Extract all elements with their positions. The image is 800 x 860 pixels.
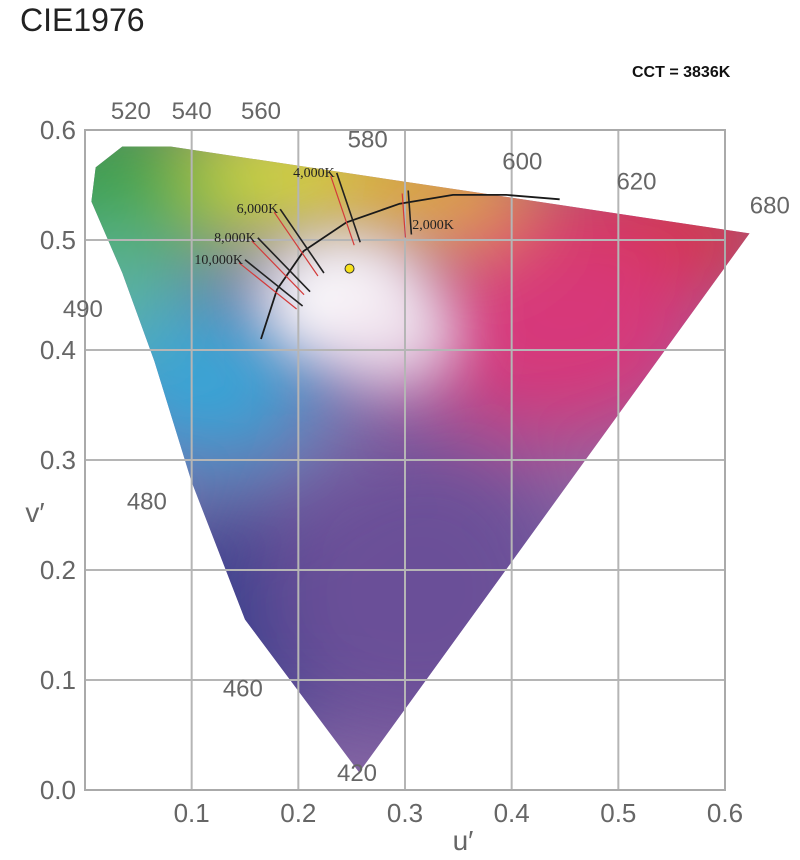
x-tick-label: 0.6: [707, 798, 743, 828]
x-axis-label: u′: [453, 825, 474, 856]
x-axis-ticks: 0.1 0.2 0.3 0.4 0.5 0.6: [174, 798, 743, 828]
isotherm-label: 4,000K: [293, 166, 335, 181]
isotherm-line: [244, 259, 304, 307]
isotherm-label: 8,000K: [214, 231, 256, 246]
x-tick-label: 0.4: [494, 798, 530, 828]
y-tick-label: 0.0: [40, 775, 76, 805]
wavelength-label: 540: [172, 98, 212, 125]
wavelength-label: 680: [750, 193, 790, 220]
x-tick-label: 0.1: [174, 798, 210, 828]
plot-frame: [84, 129, 726, 791]
x-tick-label: 0.5: [600, 798, 636, 828]
isotherm-line: [279, 208, 325, 274]
y-axis-ticks: 0.0 0.1 0.2 0.3 0.4 0.5 0.6: [40, 115, 76, 805]
chart-title: CIE1976: [20, 2, 145, 38]
wavelength-label: 620: [616, 168, 656, 195]
isotherm-line: [257, 237, 311, 293]
isotherm-label: 10,000K: [194, 253, 243, 268]
wavelength-label: 520: [111, 98, 151, 125]
y-tick-label: 0.2: [40, 555, 76, 585]
isotherm-label: 2,000K: [412, 218, 454, 233]
wavelength-label: 460: [223, 676, 263, 703]
isotherm-line-red: [238, 262, 297, 310]
wavelength-label: 480: [127, 489, 167, 516]
y-axis-label: v′: [25, 497, 44, 528]
cct-readout: CCT = 3836K: [632, 64, 731, 81]
wavelength-label: 420: [337, 760, 377, 787]
y-tick-label: 0.4: [40, 335, 76, 365]
cct-point: [344, 263, 355, 274]
y-tick-label: 0.5: [40, 225, 76, 255]
planckian-locus-line: [260, 193, 560, 340]
isotherm-line-red: [273, 211, 319, 277]
wavelength-label: 600: [502, 149, 542, 176]
isotherm-line-red: [401, 193, 406, 238]
x-tick-label: 0.2: [280, 798, 316, 828]
isotherm-lines: 2,000K 4,000K 6,000K 8,000K 10,000K: [194, 166, 454, 310]
y-tick-label: 0.6: [40, 115, 76, 145]
isotherm-label: 6,000K: [237, 202, 279, 217]
wavelength-label: 560: [241, 98, 281, 125]
x-tick-label: 0.3: [387, 798, 423, 828]
wavelength-label: 580: [348, 127, 388, 154]
y-tick-label: 0.1: [40, 665, 76, 695]
data-points: [344, 263, 355, 274]
wavelength-labels: 420 460 480 490 520 540 560 580 600 620 680: [63, 98, 790, 787]
chart-grid: [85, 130, 725, 790]
y-tick-label: 0.3: [40, 445, 76, 475]
isotherm-line-red: [330, 175, 355, 246]
wavelength-label: 490: [63, 296, 103, 323]
isotherm-line: [335, 172, 361, 243]
planckian-locus: [260, 193, 560, 340]
isotherm-line: [407, 190, 413, 235]
isotherm-line-red: [251, 240, 305, 296]
